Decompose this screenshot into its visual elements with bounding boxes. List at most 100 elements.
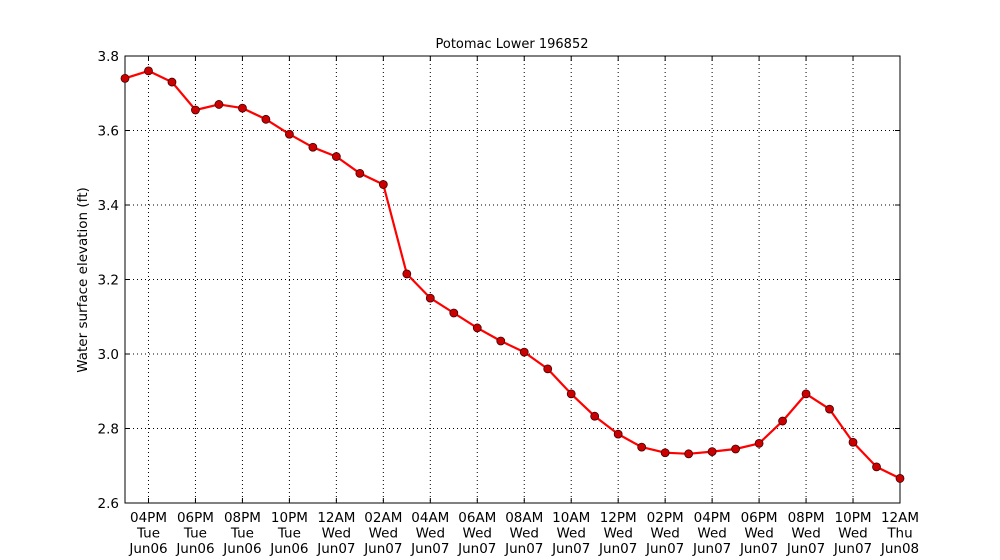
x-tick-label-line: Jun06 [222, 541, 261, 557]
x-tick-label-line: Jun07 [316, 541, 355, 557]
x-tick-label-line: Jun07 [598, 541, 637, 557]
y-tick-label: 3.6 [98, 124, 119, 140]
data-point [613, 429, 623, 439]
x-tick-label: 06AM Wed Jun07 [457, 510, 496, 557]
x-tick-label-line: Tue [136, 526, 160, 542]
x-tick-label-line: 06PM [177, 510, 214, 526]
x-tick-label: 04AM Wed Jun07 [410, 510, 449, 557]
x-tick-label: 12PM Wed Jun07 [598, 510, 637, 557]
data-point [449, 308, 459, 318]
x-tick-label-line: Jun07 [551, 541, 590, 557]
data-point [472, 323, 482, 333]
x-tick-label-line: 10PM [835, 510, 872, 526]
x-tick-label-line: Wed [369, 526, 398, 542]
x-tick-label-line: 08AM [505, 510, 543, 526]
data-point [731, 444, 741, 454]
data-point [425, 293, 435, 303]
y-tick-label: 2.8 [98, 422, 119, 438]
x-tick-label-line: Jun07 [739, 541, 778, 557]
data-point [519, 347, 529, 357]
x-tick-label: 06PM Wed Jun07 [739, 510, 778, 557]
data-point [331, 152, 341, 161]
x-tick-label-line: Jun07 [692, 541, 731, 557]
x-tick-label-line: Jun07 [645, 541, 684, 557]
data-point [566, 389, 576, 399]
data-point [167, 77, 177, 87]
x-tick-label-line: 12PM [600, 510, 637, 526]
y-tick-label: 3.4 [98, 198, 119, 214]
data-point [120, 73, 130, 83]
x-tick-label-line: 10PM [271, 510, 308, 526]
series-line [124, 69, 901, 480]
data-point [191, 105, 200, 115]
x-tick-label-line: Tue [183, 526, 207, 542]
x-tick-label-line: Thu [886, 526, 912, 542]
data-point [848, 437, 858, 447]
data-point [144, 66, 153, 76]
x-tick-label-line: Wed [556, 526, 585, 542]
x-tick-label-line: 08PM [224, 510, 261, 526]
y-tick-label: 3.2 [98, 273, 119, 289]
x-tick-label-line: 04PM [130, 510, 167, 526]
data-point [402, 269, 412, 279]
x-tick-label: 10PM Wed Jun07 [833, 510, 872, 557]
y-tick-label: 2.6 [98, 496, 119, 512]
data-point [238, 103, 247, 113]
x-tick-label-line: Wed [744, 526, 773, 542]
x-tick-label-line: Wed [791, 526, 820, 542]
y-axis-ticks: 2.6 2.8 3.0 3.2 3.4 3.6 3.8 [98, 49, 900, 512]
x-tick-label: 08PM Wed Jun07 [786, 510, 825, 557]
x-tick-label-line: Wed [650, 526, 679, 542]
x-tick-label-line: Tue [230, 526, 254, 542]
data-point [543, 364, 553, 374]
y-tick-label: 3.8 [98, 49, 119, 65]
x-tick-label-line: 02AM [364, 510, 402, 526]
x-tick-label: 04PM Tue Jun06 [128, 510, 167, 557]
data-point [355, 168, 365, 178]
x-tick-label: 12AM Thu Jun08 [880, 510, 919, 557]
data-point [637, 442, 647, 452]
x-tick-label-line: Wed [510, 526, 539, 542]
data-point [707, 447, 717, 456]
x-tick-label-line: Jun07 [457, 541, 496, 557]
x-tick-label-line: 12AM [317, 510, 355, 526]
y-tick-label: 3.0 [98, 347, 119, 363]
x-tick-label: 08PM Tue Jun06 [222, 510, 261, 557]
x-tick-label-line: Wed [416, 526, 445, 542]
x-tick-label-line: 08PM [788, 510, 825, 526]
x-tick-label-line: Wed [838, 526, 867, 542]
x-tick-label-line: Wed [697, 526, 726, 542]
y-axis-label: Water surface elevation (ft) [75, 187, 91, 373]
x-tick-label: 02PM Wed Jun07 [645, 510, 684, 557]
x-tick-label: 10PM Tue Jun06 [269, 510, 308, 557]
data-point [825, 404, 834, 414]
x-tick-label-line: Jun07 [410, 541, 449, 557]
data-point [378, 180, 388, 189]
chart-title: Potomac Lower 196852 [436, 37, 589, 52]
data-point [261, 114, 271, 124]
x-tick-label-line: Jun07 [504, 541, 543, 557]
x-tick-label-line: 10AM [552, 510, 590, 526]
data-point [801, 389, 811, 399]
x-tick-label: 08AM Wed Jun07 [504, 510, 543, 557]
data-point [895, 474, 905, 483]
x-tick-label-line: Jun06 [128, 541, 167, 557]
x-tick-label-line: 12AM [881, 510, 919, 526]
data-point [872, 462, 881, 472]
x-tick-label-line: Jun07 [363, 541, 402, 557]
x-tick-label-line: 04PM [694, 510, 731, 526]
x-tick-label: 10AM Wed Jun07 [551, 510, 590, 557]
x-tick-label: 06PM Tue Jun06 [175, 510, 214, 557]
grid-lines [125, 56, 901, 503]
data-point [590, 411, 600, 421]
x-tick-label-line: Jun06 [175, 541, 214, 557]
x-tick-label-line: Jun06 [269, 541, 308, 557]
x-tick-label-line: Jun07 [786, 541, 825, 557]
data-point [660, 448, 670, 458]
x-tick-label-line: 06PM [741, 510, 778, 526]
data-point [684, 449, 694, 459]
x-tick-label-line: 04AM [411, 510, 449, 526]
x-tick-label: 12AM Wed Jun07 [316, 510, 355, 557]
x-tick-label-line: Wed [603, 526, 632, 542]
